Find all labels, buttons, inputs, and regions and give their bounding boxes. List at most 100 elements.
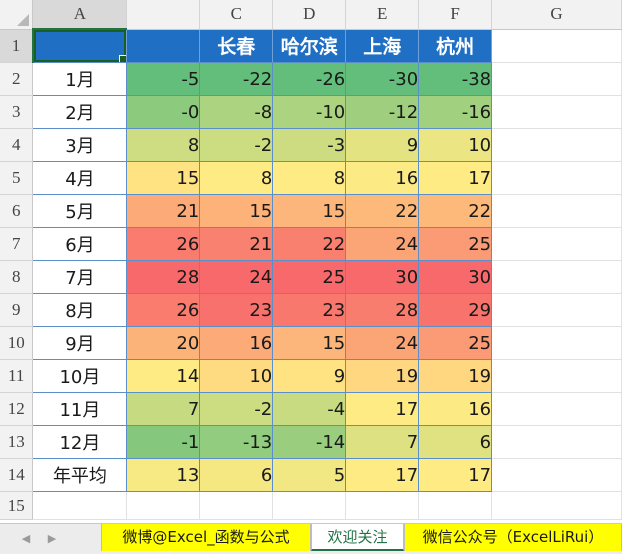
cell-a1-header[interactable] <box>32 28 128 63</box>
value-cell-c[interactable]: 6 <box>199 458 274 492</box>
header-cell-e[interactable]: 上海 <box>345 28 420 63</box>
value-cell-d[interactable]: 23 <box>272 293 347 327</box>
value-cell-d[interactable]: 9 <box>272 359 347 393</box>
empty-cell-g[interactable] <box>491 326 622 360</box>
month-label-cell[interactable]: 4月 <box>32 161 128 195</box>
column-header-d[interactable]: D <box>272 0 347 30</box>
column-header-e[interactable]: E <box>345 0 420 30</box>
empty-cell-g[interactable] <box>491 392 622 426</box>
row-header-6[interactable]: 6 <box>0 194 34 228</box>
value-cell-e[interactable]: 16 <box>345 161 420 195</box>
value-cell-b[interactable]: -5 <box>126 62 201 96</box>
value-cell-c[interactable]: 15 <box>199 194 274 228</box>
header-cell-c[interactable]: 长春 <box>199 28 274 63</box>
value-cell-b[interactable]: -0 <box>126 95 201 129</box>
row-header-3[interactable]: 3 <box>0 95 34 129</box>
value-cell-e[interactable]: 24 <box>345 227 420 261</box>
empty-cell-g[interactable] <box>491 425 622 459</box>
column-header-b[interactable] <box>126 0 201 30</box>
sheet-tab-wechat[interactable]: 微信公众号（ExcelLiRui） <box>404 524 622 551</box>
value-cell-f[interactable]: 29 <box>418 293 493 327</box>
month-label-cell[interactable]: 1月 <box>32 62 128 96</box>
value-cell-b[interactable]: 21 <box>126 194 201 228</box>
value-cell-b[interactable]: 7 <box>126 392 201 426</box>
empty-cell-g[interactable] <box>491 62 622 96</box>
empty-cell-g[interactable] <box>491 128 622 162</box>
value-cell-b[interactable]: 28 <box>126 260 201 294</box>
value-cell-c[interactable]: 21 <box>199 227 274 261</box>
value-cell-e[interactable]: 24 <box>345 326 420 360</box>
empty-cell[interactable] <box>126 491 201 520</box>
value-cell-d[interactable]: 25 <box>272 260 347 294</box>
empty-cell-g[interactable] <box>491 458 622 492</box>
value-cell-c[interactable]: -2 <box>199 392 274 426</box>
value-cell-d[interactable]: 15 <box>272 326 347 360</box>
empty-cell[interactable] <box>345 491 420 520</box>
empty-cell-g[interactable] <box>491 293 622 327</box>
value-cell-e[interactable]: 7 <box>345 425 420 459</box>
row-header-10[interactable]: 10 <box>0 326 34 360</box>
header-cell-b[interactable] <box>126 28 201 63</box>
column-header-g[interactable]: G <box>491 0 622 30</box>
month-label-cell[interactable]: 10月 <box>32 359 128 393</box>
value-cell-f[interactable]: 6 <box>418 425 493 459</box>
month-label-cell[interactable]: 6月 <box>32 227 128 261</box>
sheet-tab-welcome[interactable]: 欢迎关注 <box>311 524 404 551</box>
empty-cell-g[interactable] <box>491 359 622 393</box>
value-cell-d[interactable]: 22 <box>272 227 347 261</box>
empty-cell-g[interactable] <box>491 194 622 228</box>
value-cell-d[interactable]: -4 <box>272 392 347 426</box>
fill-handle[interactable] <box>119 55 126 62</box>
empty-cell-g[interactable] <box>491 161 622 195</box>
value-cell-d[interactable]: 8 <box>272 161 347 195</box>
row-header-15[interactable]: 15 <box>0 491 34 520</box>
value-cell-f[interactable]: 16 <box>418 392 493 426</box>
triangle-left-icon[interactable]: ◀ <box>21 532 31 545</box>
header-cell-d[interactable]: 哈尔滨 <box>272 28 347 63</box>
value-cell-e[interactable]: 22 <box>345 194 420 228</box>
row-header-2[interactable]: 2 <box>0 62 34 96</box>
value-cell-e[interactable]: -12 <box>345 95 420 129</box>
row-header-5[interactable]: 5 <box>0 161 34 195</box>
value-cell-b[interactable]: 8 <box>126 128 201 162</box>
value-cell-b[interactable]: 26 <box>126 293 201 327</box>
value-cell-f[interactable]: -16 <box>418 95 493 129</box>
row-header-14[interactable]: 14 <box>0 458 34 492</box>
value-cell-b[interactable]: 13 <box>126 458 201 492</box>
value-cell-f[interactable]: 30 <box>418 260 493 294</box>
value-cell-e[interactable]: 17 <box>345 458 420 492</box>
value-cell-c[interactable]: 10 <box>199 359 274 393</box>
value-cell-f[interactable]: 25 <box>418 227 493 261</box>
value-cell-c[interactable]: -8 <box>199 95 274 129</box>
value-cell-d[interactable]: -3 <box>272 128 347 162</box>
value-cell-f[interactable]: 10 <box>418 128 493 162</box>
month-label-cell[interactable]: 2月 <box>32 95 128 129</box>
value-cell-d[interactable]: 5 <box>272 458 347 492</box>
row-header-9[interactable]: 9 <box>0 293 34 327</box>
sheet-tab-weibo[interactable]: 微博@Excel_函数与公式 <box>101 524 311 551</box>
empty-cell-g1[interactable] <box>491 29 622 63</box>
value-cell-e[interactable]: 9 <box>345 128 420 162</box>
value-cell-d[interactable]: -14 <box>272 425 347 459</box>
empty-cell[interactable] <box>272 491 347 520</box>
empty-cell[interactable] <box>32 491 128 520</box>
value-cell-b[interactable]: 15 <box>126 161 201 195</box>
month-label-cell[interactable]: 5月 <box>32 194 128 228</box>
value-cell-e[interactable]: 17 <box>345 392 420 426</box>
value-cell-d[interactable]: -26 <box>272 62 347 96</box>
row-header-13[interactable]: 13 <box>0 425 34 459</box>
value-cell-c[interactable]: 23 <box>199 293 274 327</box>
value-cell-c[interactable]: -2 <box>199 128 274 162</box>
value-cell-c[interactable]: 24 <box>199 260 274 294</box>
row-header-4[interactable]: 4 <box>0 128 34 162</box>
value-cell-d[interactable]: -10 <box>272 95 347 129</box>
value-cell-c[interactable]: 16 <box>199 326 274 360</box>
value-cell-b[interactable]: -1 <box>126 425 201 459</box>
value-cell-c[interactable]: -13 <box>199 425 274 459</box>
empty-cell[interactable] <box>418 491 493 520</box>
month-label-cell[interactable]: 12月 <box>32 425 128 459</box>
value-cell-e[interactable]: -30 <box>345 62 420 96</box>
row-header-12[interactable]: 12 <box>0 392 34 426</box>
triangle-right-icon[interactable]: ▶ <box>47 532 57 545</box>
value-cell-f[interactable]: 17 <box>418 458 493 492</box>
